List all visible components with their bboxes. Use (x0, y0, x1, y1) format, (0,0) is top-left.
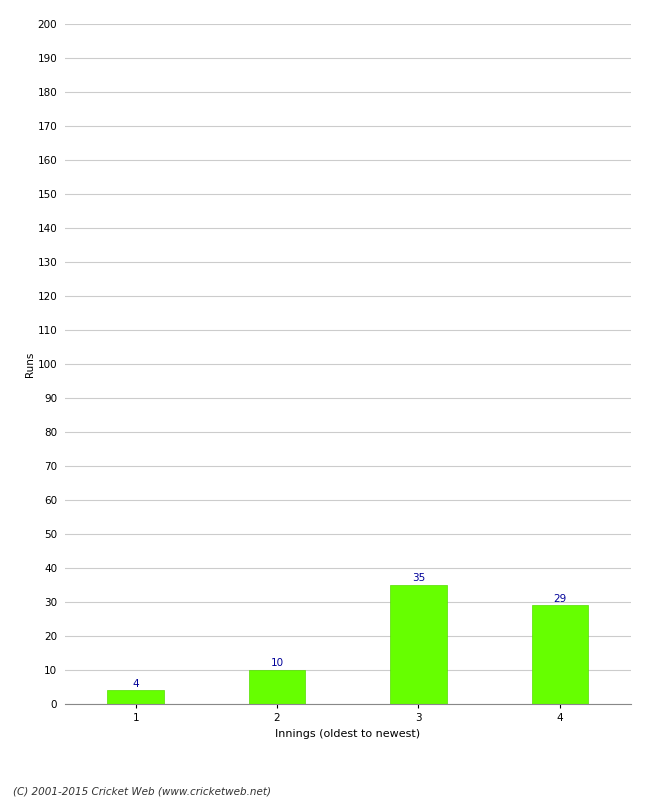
Text: 4: 4 (133, 678, 139, 689)
Bar (249, 670, 306, 704)
Bar (390, 585, 447, 704)
Text: 35: 35 (412, 574, 425, 583)
Text: (C) 2001-2015 Cricket Web (www.cricketweb.net): (C) 2001-2015 Cricket Web (www.cricketwe… (13, 786, 271, 796)
Text: 29: 29 (553, 594, 566, 604)
Bar (532, 606, 588, 704)
Y-axis label: Runs: Runs (25, 351, 35, 377)
X-axis label: Innings (oldest to newest): Innings (oldest to newest) (275, 729, 421, 738)
Text: 10: 10 (270, 658, 283, 668)
Bar (107, 690, 164, 704)
